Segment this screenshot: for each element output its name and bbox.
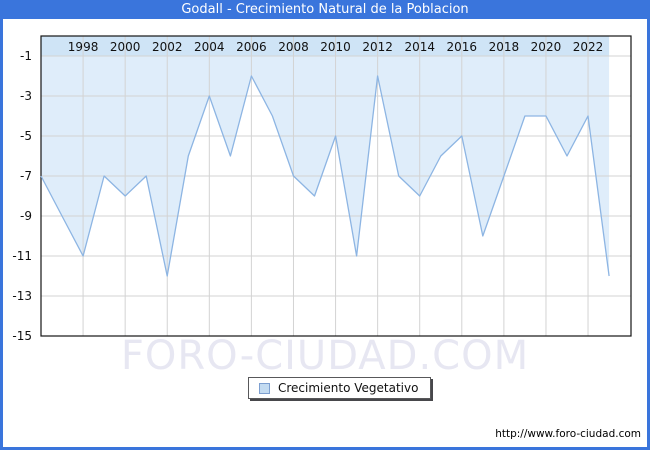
plot-border	[40, 35, 632, 337]
legend-label: Crecimiento Vegetativo	[278, 381, 419, 395]
x-axis-tick-label: 2020	[531, 40, 562, 54]
y-axis-tick-label: -5	[20, 129, 32, 143]
x-axis-tick-label: 2008	[278, 40, 309, 54]
y-axis-tick-label: -1	[20, 49, 32, 63]
y-axis-tick-label: -13	[12, 289, 32, 303]
y-axis-tick-label: -9	[20, 209, 32, 223]
x-axis-labels: 1998 2000 2002 2004 2006 2008 2010 2012 2014 2016…	[68, 40, 604, 54]
legend-swatch-icon	[259, 382, 270, 394]
window-title: Godall - Crecimiento Natural de la Pobla…	[181, 2, 469, 17]
grid-lines	[41, 36, 631, 336]
x-axis-tick-label: 2022	[573, 40, 604, 54]
x-axis-tick-label: 2004	[194, 40, 225, 54]
y-axis-tick-label: -7	[20, 169, 32, 183]
x-axis-tick-label: 2010	[320, 40, 351, 54]
data-line	[40, 75, 610, 277]
x-axis-tick-label: 2006	[236, 40, 267, 54]
axis-band	[41, 36, 610, 56]
x-axis-tick-label: 2002	[152, 40, 183, 54]
y-axis-tick-label: -3	[20, 89, 32, 103]
x-axis-tick-label: 2014	[404, 40, 435, 54]
footer-url: http://www.foro-ciudad.com	[495, 428, 641, 440]
legend: Crecimiento Vegetativo	[248, 377, 432, 399]
y-axis-tick-label: -11	[12, 249, 32, 263]
y-axis-labels: -1 -3 -5 -7 -9 -11 -13 -15	[12, 49, 32, 343]
x-axis-tick-label: 2012	[362, 40, 393, 54]
x-axis-tick-label: 2018	[489, 40, 520, 54]
x-axis-tick-label: 1998	[68, 40, 99, 54]
x-axis-tick-label: 2000	[110, 40, 141, 54]
x-axis-tick-label: 2016	[447, 40, 478, 54]
y-axis-tick-label: -15	[12, 329, 32, 343]
watermark: FORO-CIUDAD.COM	[120, 333, 530, 379]
title-bar: Godall - Crecimiento Natural de la Pobla…	[0, 0, 650, 19]
